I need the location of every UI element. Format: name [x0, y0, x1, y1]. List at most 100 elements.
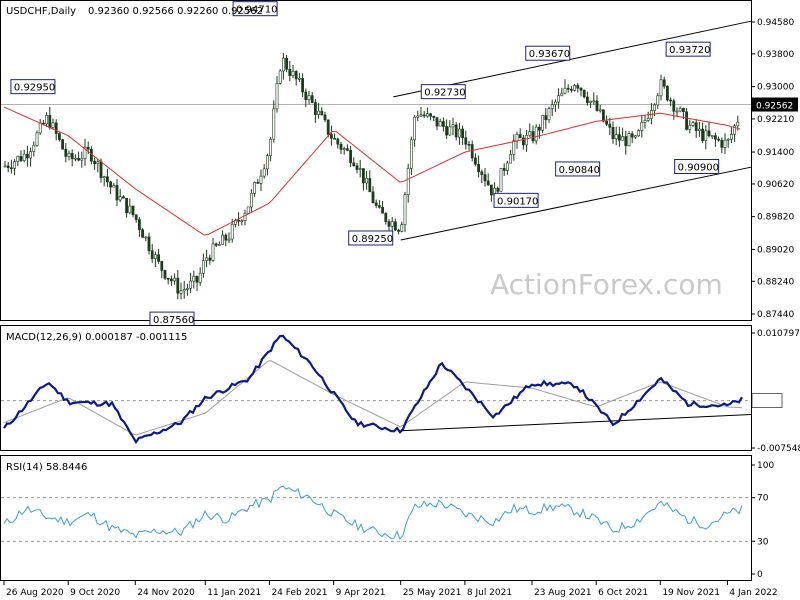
candle	[589, 100, 593, 109]
candle	[438, 118, 442, 127]
candle	[371, 186, 375, 204]
candle	[534, 124, 538, 145]
candle	[374, 199, 378, 209]
candle	[448, 120, 452, 136]
rsi-plot	[1, 485, 751, 542]
candle	[138, 216, 141, 237]
price-callout-label: 0.90170	[497, 196, 538, 207]
candle	[83, 138, 87, 167]
date-tick-label: 4 Jan 2022	[729, 588, 777, 598]
price-callout: 0.90170	[493, 192, 539, 208]
rsi-tick-label: 100	[757, 461, 774, 471]
candle	[560, 87, 564, 97]
watermark: ActionForex.com	[490, 268, 723, 301]
candle	[445, 119, 449, 139]
candle	[291, 64, 295, 79]
candle	[637, 129, 641, 137]
rsi-tick-label: 0	[757, 570, 763, 580]
candle	[128, 198, 132, 215]
candle	[259, 169, 263, 192]
price-tick-label: 0.91400	[757, 148, 794, 158]
candle	[640, 115, 644, 138]
candle	[67, 150, 71, 161]
candle	[3, 160, 7, 168]
macd-panel: 0.0107970.00-0.007548 MACD(12,26,9) 0.00…	[0, 325, 800, 454]
candle	[262, 164, 266, 179]
candle	[397, 228, 401, 235]
candle	[528, 123, 532, 138]
candle	[429, 112, 433, 121]
candle	[368, 170, 372, 193]
candle	[157, 248, 161, 264]
candle	[729, 127, 733, 144]
candle	[80, 151, 84, 168]
candle	[272, 100, 276, 143]
date-tick-label: 11 Jan 2021	[207, 588, 261, 598]
rsi-tick-label: 70	[757, 494, 769, 504]
candle	[361, 168, 365, 191]
macd-axis: 0.0107970.00-0.007548	[751, 329, 800, 454]
candle	[633, 134, 637, 140]
price-panel-frame	[0, 0, 752, 321]
candle	[598, 105, 602, 113]
candle	[189, 272, 193, 294]
candle	[173, 273, 177, 285]
candle	[118, 188, 122, 203]
price-tick-label: 0.89020	[757, 245, 794, 255]
price-callout: 0.90840	[555, 161, 601, 177]
rsi-line	[3, 485, 743, 540]
price-callout-label: 0.87560	[153, 315, 194, 326]
candle	[134, 214, 138, 223]
candle	[221, 230, 225, 245]
candle	[387, 219, 391, 231]
candle	[122, 195, 125, 199]
candle	[35, 130, 39, 147]
candle	[496, 186, 500, 195]
candle	[416, 110, 420, 122]
candle	[19, 150, 23, 163]
candle	[720, 137, 724, 154]
date-axis: 26 Aug 2020 9 Oct 2020 24 Nov 2020 11 Jan 2…	[3, 581, 778, 598]
candle	[393, 218, 397, 231]
price-callout: 0.92950	[10, 79, 56, 95]
candle	[163, 269, 167, 280]
candle	[202, 253, 205, 278]
candle	[301, 73, 305, 98]
candle	[358, 159, 362, 178]
candle	[349, 145, 353, 167]
macd-label: MACD(12,26,9) 0.000187 -0.001115	[6, 332, 187, 343]
candle	[717, 136, 721, 142]
candle	[278, 69, 282, 85]
candle	[441, 117, 445, 132]
candle	[166, 277, 170, 285]
candle	[297, 72, 301, 82]
candle	[176, 270, 180, 300]
candle	[320, 107, 324, 116]
candle	[566, 84, 570, 93]
price-tick-label: 0.94580	[757, 18, 794, 28]
candle	[147, 232, 151, 255]
macd-tick-label: -0.007548	[757, 444, 800, 454]
candle	[125, 197, 129, 218]
candle	[246, 206, 250, 214]
candle	[605, 115, 609, 126]
candle	[704, 125, 708, 150]
price-callout-label: 0.90900	[678, 162, 719, 173]
candle	[240, 219, 244, 226]
candle	[150, 243, 154, 263]
candle	[250, 189, 253, 212]
candle	[109, 180, 113, 195]
candle	[509, 149, 513, 164]
candle	[697, 121, 701, 137]
candle	[323, 111, 327, 123]
candle	[96, 159, 100, 173]
candle	[521, 134, 525, 150]
candle	[723, 133, 727, 154]
date-tick-label: 8 Jul 2021	[467, 588, 512, 598]
candle	[406, 163, 410, 203]
candle	[381, 200, 385, 214]
candle	[505, 160, 509, 175]
candle	[93, 157, 97, 170]
candle	[525, 129, 529, 152]
candle	[672, 98, 676, 120]
